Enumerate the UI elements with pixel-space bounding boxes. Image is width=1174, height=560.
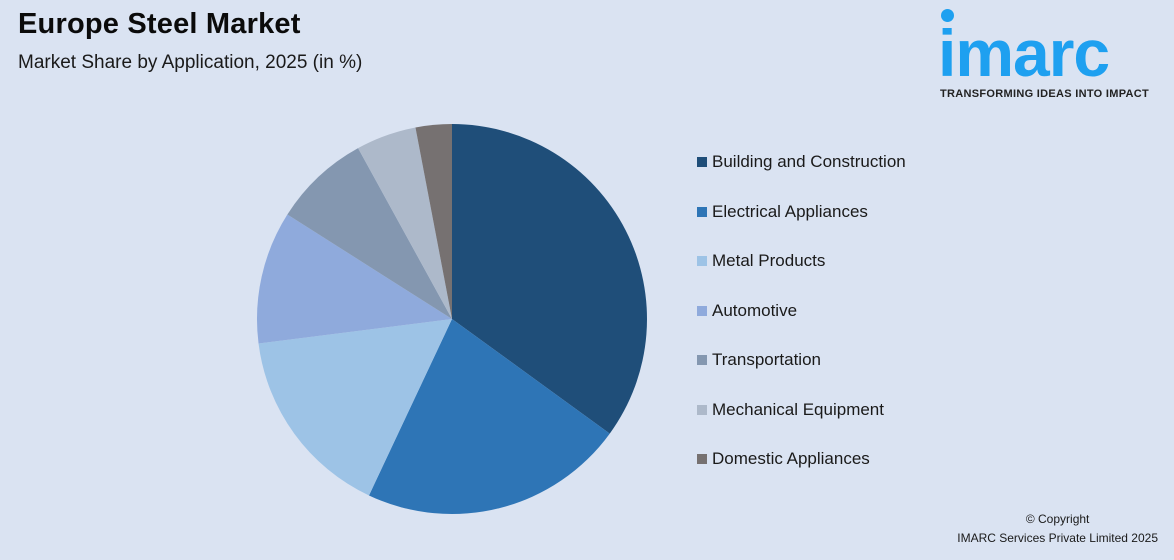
legend-label: Automotive bbox=[712, 300, 798, 320]
legend-label: Electrical Appliances bbox=[712, 201, 868, 221]
legend-swatch-icon bbox=[697, 206, 707, 217]
legend-item: Building and Construction bbox=[697, 150, 906, 174]
chart-subtitle: Market Share by Application, 2025 (in %) bbox=[18, 52, 363, 73]
pie-slice-automotive bbox=[257, 214, 452, 344]
pie-slice-transportation bbox=[287, 148, 452, 319]
legend-item: Transportation bbox=[697, 348, 906, 372]
legend-label: Mechanical Equipment bbox=[712, 399, 884, 419]
legend-item: Electrical Appliances bbox=[697, 200, 906, 224]
legend-item: Mechanical Equipment bbox=[697, 398, 906, 422]
legend-swatch-icon bbox=[697, 355, 707, 365]
legend-swatch-icon bbox=[697, 256, 707, 266]
legend-label: Metal Products bbox=[712, 251, 826, 270]
legend-swatch-icon bbox=[697, 305, 707, 316]
logo-dot-icon bbox=[941, 9, 954, 22]
chart-title: Europe Steel Market bbox=[18, 8, 301, 40]
legend-label: Building and Construction bbox=[712, 152, 906, 171]
legend-item: Domestic Appliances bbox=[697, 447, 906, 471]
pie-chart bbox=[257, 124, 647, 514]
pie-slice-metal-products bbox=[258, 319, 452, 496]
logo-tagline: TRANSFORMING IDEAS INTO IMPACT bbox=[940, 88, 1150, 100]
legend-swatch-icon bbox=[697, 404, 707, 415]
legend-label: Domestic Appliances bbox=[712, 449, 870, 468]
pie-slice-domestic-appliances bbox=[415, 124, 452, 319]
chart-legend: Building and Construction Electrical Appl… bbox=[697, 150, 906, 497]
legend-item: Automotive bbox=[697, 299, 906, 323]
legend-swatch-icon bbox=[697, 454, 707, 464]
copyright-line-2: IMARC Services Private Limited 2025 bbox=[957, 531, 1158, 545]
copyright-notice: © Copyright IMARC Services Private Limit… bbox=[957, 510, 1158, 548]
pie-slice-electrical-appliances bbox=[368, 319, 610, 514]
pie-slice-building-and-construction bbox=[452, 124, 647, 434]
logo-wordmark: imarc bbox=[938, 16, 1110, 90]
legend-swatch-icon bbox=[697, 157, 707, 167]
legend-label: Transportation bbox=[712, 350, 821, 369]
legend-item: Metal Products bbox=[697, 249, 906, 273]
copyright-line-1: © Copyright bbox=[1025, 512, 1090, 526]
pie-slice-mechanical-equipment bbox=[358, 127, 452, 320]
imarc-logo: imarc TRANSFORMING IDEAS INTO IMPACT bbox=[936, 6, 1166, 106]
